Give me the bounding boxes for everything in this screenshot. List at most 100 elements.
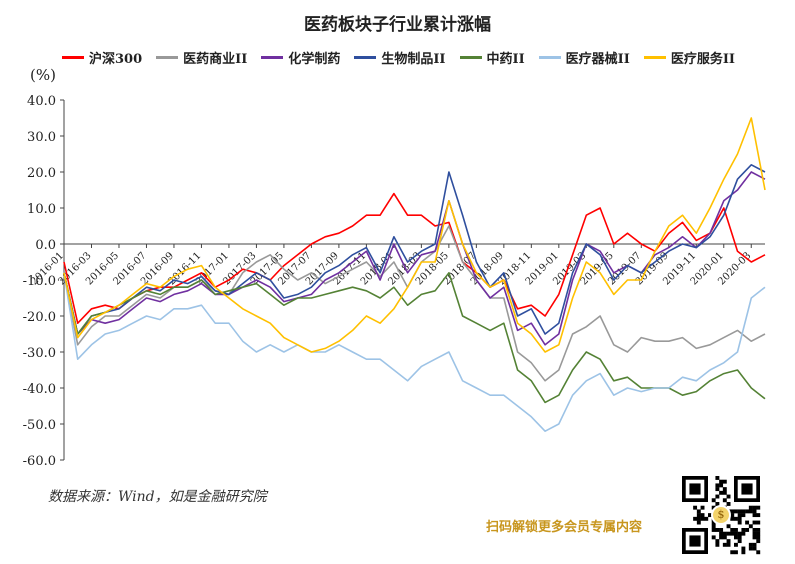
qr-module <box>696 516 701 521</box>
y-tick-label: 30.0 <box>27 130 56 145</box>
qr-module <box>734 542 738 547</box>
qr-module <box>756 528 761 532</box>
series-group <box>63 117 766 433</box>
legend-item: 生物制品II <box>354 48 446 67</box>
qr-module <box>752 509 757 514</box>
qr-module <box>748 524 753 529</box>
series-line <box>63 164 766 335</box>
qr-module <box>748 505 753 510</box>
qr-module <box>700 505 705 510</box>
y-axis-unit: (%) <box>30 66 56 84</box>
qr-module <box>734 509 738 514</box>
qr-module <box>752 531 757 536</box>
y-tick-label: 0.0 <box>35 238 56 253</box>
qr-module <box>745 528 750 532</box>
qr-module <box>722 535 727 540</box>
qr-module <box>693 516 698 521</box>
y-tick-label: 20.0 <box>27 166 56 181</box>
legend-label: 医疗器械II <box>565 52 630 67</box>
qr-module <box>730 516 735 521</box>
legend-item: 医疗器械II <box>538 48 630 67</box>
qr-module <box>756 520 761 525</box>
qr-module <box>748 509 753 514</box>
series-line <box>63 117 766 353</box>
qr-module <box>696 509 701 514</box>
y-tick-label: -60.0 <box>23 454 56 469</box>
qr-module <box>752 520 757 525</box>
qr-module <box>719 531 724 536</box>
qr-module <box>741 513 746 518</box>
qr-module <box>722 531 727 536</box>
qr-module <box>737 513 742 518</box>
qr-logo-icon: $ <box>711 505 731 525</box>
y-tick-label: -30.0 <box>23 346 56 361</box>
legend-label: 医药商业II <box>183 52 248 67</box>
qr-module <box>693 505 698 510</box>
legend-swatch <box>354 56 377 59</box>
y-tick-label: -40.0 <box>23 382 56 397</box>
data-source: 数据来源：Wind，如是金融研究院 <box>48 489 267 505</box>
legend-swatch <box>459 56 482 59</box>
qr-module <box>704 516 709 521</box>
qr-module <box>752 505 757 510</box>
qr-module <box>715 502 720 506</box>
legend-item: 中药II <box>459 48 525 67</box>
legend-item: 医药商业II <box>156 48 247 67</box>
qr-module <box>745 509 750 514</box>
qr-module <box>722 479 727 484</box>
qr-module <box>745 520 750 525</box>
qr-module <box>722 542 727 547</box>
qr-module <box>752 542 757 547</box>
qr-module <box>711 498 716 503</box>
qr-module <box>737 531 742 536</box>
promo-text: 扫码解锁更多会员专属内容 <box>486 520 643 535</box>
y-tick-label: -50.0 <box>23 418 56 433</box>
qr-module <box>726 542 731 547</box>
chart-title: 医药板块子行业累计涨幅 <box>304 15 491 35</box>
qr-module <box>741 531 746 536</box>
qr-module <box>715 483 720 488</box>
legend-label: 沪深300 <box>89 52 143 67</box>
legend-label: 中药II <box>486 52 525 67</box>
qr-code <box>682 476 761 555</box>
series-line <box>63 271 766 404</box>
legend-item: 沪深300 <box>62 48 142 67</box>
qr-module <box>711 535 716 540</box>
qr-module <box>722 487 727 492</box>
qr-module <box>722 490 727 495</box>
legend-label: 生物制品II <box>381 52 446 67</box>
series-line <box>63 192 766 325</box>
qr-module <box>726 531 731 536</box>
qr-module <box>741 509 746 514</box>
qr-module <box>748 546 753 551</box>
qr-module <box>726 524 731 529</box>
qr-module <box>715 476 720 480</box>
qr-module <box>734 531 738 536</box>
qr-module <box>741 528 746 532</box>
legend-label: 化学制药 <box>288 52 341 67</box>
qr-module <box>737 509 742 514</box>
qr-module <box>730 528 735 532</box>
legend-swatch <box>261 56 284 59</box>
qr-module <box>752 546 757 551</box>
qr-module <box>696 520 701 525</box>
qr-module <box>715 487 720 492</box>
qr-module <box>734 528 738 532</box>
qr-module <box>711 524 716 529</box>
legend-item: 化学制药 <box>261 48 340 67</box>
qr-module <box>741 550 746 555</box>
qr-module <box>756 535 761 540</box>
qr-module <box>737 516 742 521</box>
qr-module <box>715 542 720 547</box>
qr-module <box>715 539 720 544</box>
legend-swatch <box>156 56 179 59</box>
qr-module <box>715 528 720 532</box>
qr-module <box>756 539 761 544</box>
qr-module <box>737 520 742 525</box>
qr-module <box>752 535 757 540</box>
qr-module <box>734 516 738 521</box>
qr-module <box>730 513 735 518</box>
qr-module <box>719 528 724 532</box>
qr-finder-core <box>689 483 701 495</box>
